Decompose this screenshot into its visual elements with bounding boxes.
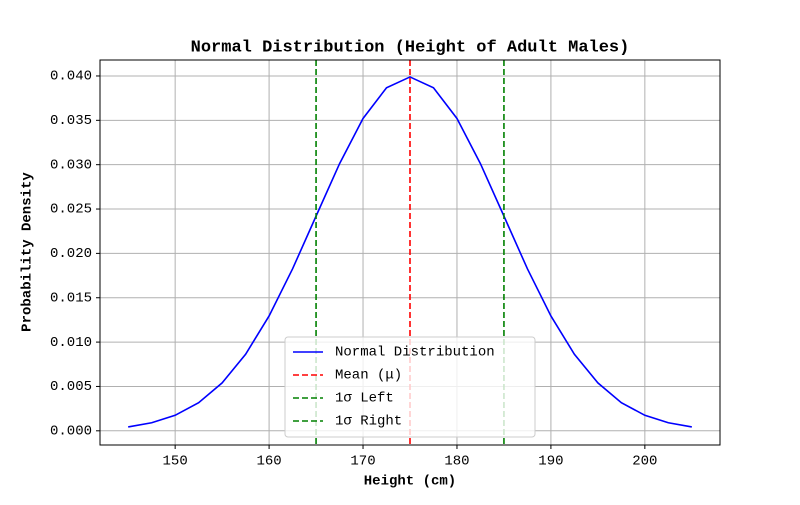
y-axis-label: Probability Density	[20, 172, 36, 332]
legend-box	[284, 336, 536, 438]
data-line	[128, 76, 692, 428]
legend-label: Mean (μ)	[335, 368, 402, 384]
y-tick-label: 0.010	[50, 335, 92, 351]
legend: Normal Distribution Mean (μ) 1σ Left 1σ Rig…	[284, 336, 536, 438]
x-tick-label: 180	[444, 454, 469, 470]
y-tick-label: 0.035	[50, 113, 92, 129]
y-tick-label: 0.040	[50, 69, 92, 85]
legend-label: 1σ Right	[335, 414, 402, 430]
y-tick-label: 0.030	[50, 157, 92, 173]
y-tick-label: 0.000	[50, 424, 92, 440]
x-tick-label: 160	[256, 454, 281, 470]
y-tick-label: 0.020	[50, 246, 92, 262]
x-tick-label: 150	[163, 454, 188, 470]
plot-frame	[99, 59, 721, 446]
legend-label: 1σ Left	[335, 391, 394, 407]
y-tick-label: 0.005	[50, 379, 92, 395]
y-tick-label: 0.025	[50, 202, 92, 218]
x-axis-label: Height (cm)	[364, 474, 456, 490]
x-tick-label: 190	[538, 454, 563, 470]
x-tick-label: 200	[632, 454, 657, 470]
y-tick-label: 0.015	[50, 290, 92, 306]
legend-label: Normal Distribution	[335, 345, 495, 361]
chart-title: Normal Distribution (Height of Adult Mal…	[191, 38, 630, 57]
x-tick-label: 170	[350, 454, 375, 470]
